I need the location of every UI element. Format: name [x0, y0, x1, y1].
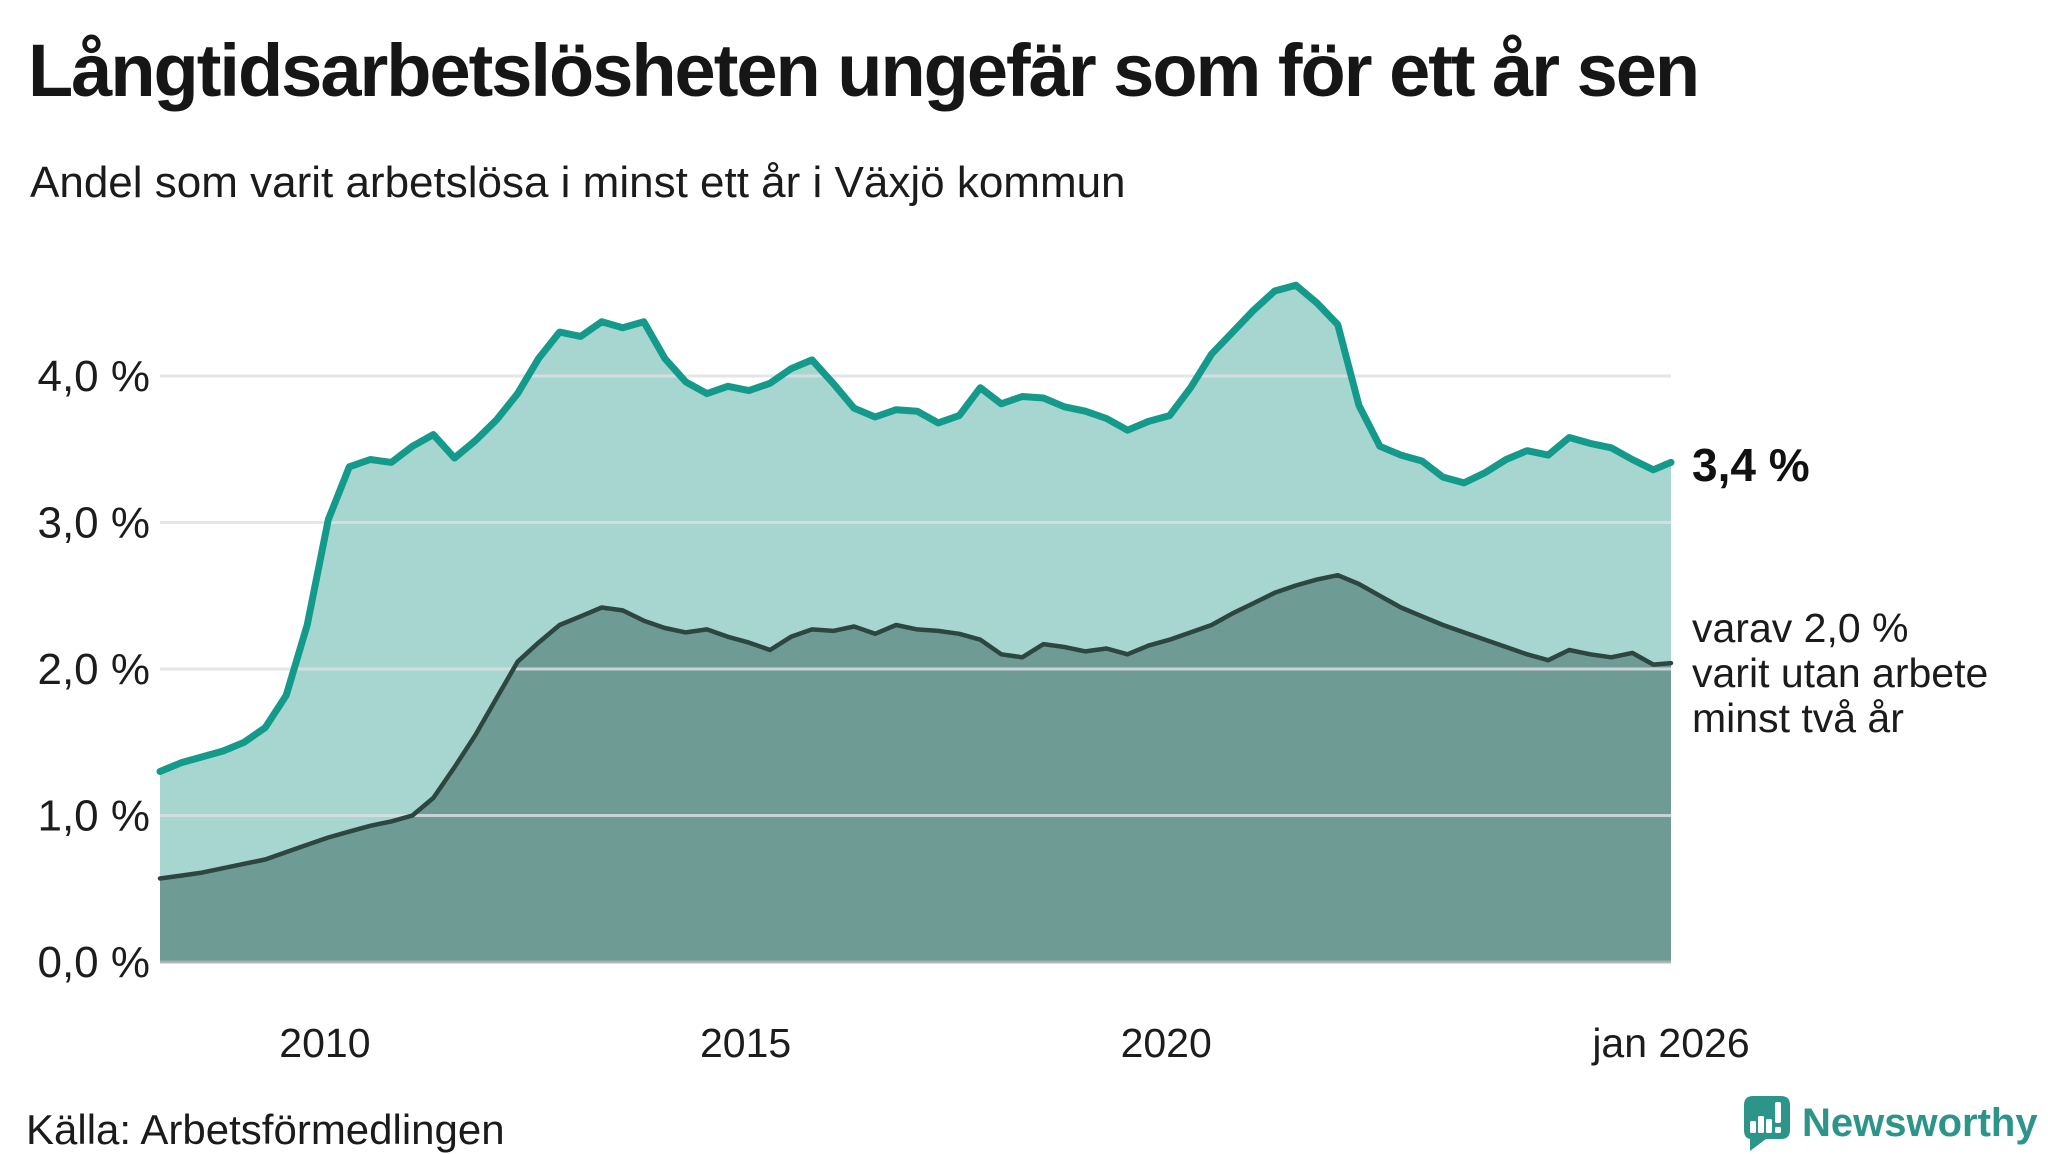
chart-subtitle: Andel som varit arbetslösa i minst ett å…: [30, 158, 1126, 207]
area-minst-tva-ar: [160, 575, 1671, 962]
secondary-line-2: varit utan arbete: [1692, 650, 1989, 696]
x-tick-label: 2010: [279, 1020, 370, 1066]
source-attribution: Källa: Arbetsförmedlingen: [26, 1106, 505, 1153]
latest-value-label: 3,4 %: [1692, 439, 1810, 491]
secondary-value-label: varav 2,0 % varit utan arbete minst två …: [1692, 606, 1988, 741]
newsworthy-logo-text: Newsworthy: [1802, 1101, 2038, 1145]
newsworthy-logo-icon: [1744, 1096, 1790, 1151]
x-tick-label: 2020: [1121, 1020, 1212, 1066]
y-tick-label: 1,0 %: [37, 792, 150, 841]
y-tick-label: 2,0 %: [37, 645, 150, 694]
secondary-line-3: minst två år: [1692, 695, 1904, 741]
y-tick-label: 4,0 %: [37, 352, 150, 401]
x-tick-label: 2015: [700, 1020, 791, 1066]
y-tick-label: 3,0 %: [37, 499, 150, 548]
secondary-line-1: varav 2,0 %: [1692, 605, 1909, 651]
line-minst-ett-ar: [156, 281, 1675, 775]
y-tick-label: 0,0 %: [37, 938, 150, 987]
x-tick-label: jan 2026: [1591, 1020, 1749, 1066]
page-title: Långtidsarbetslösheten ungefär som för e…: [28, 29, 1700, 112]
line-minst-tva-ar: [157, 572, 1674, 881]
